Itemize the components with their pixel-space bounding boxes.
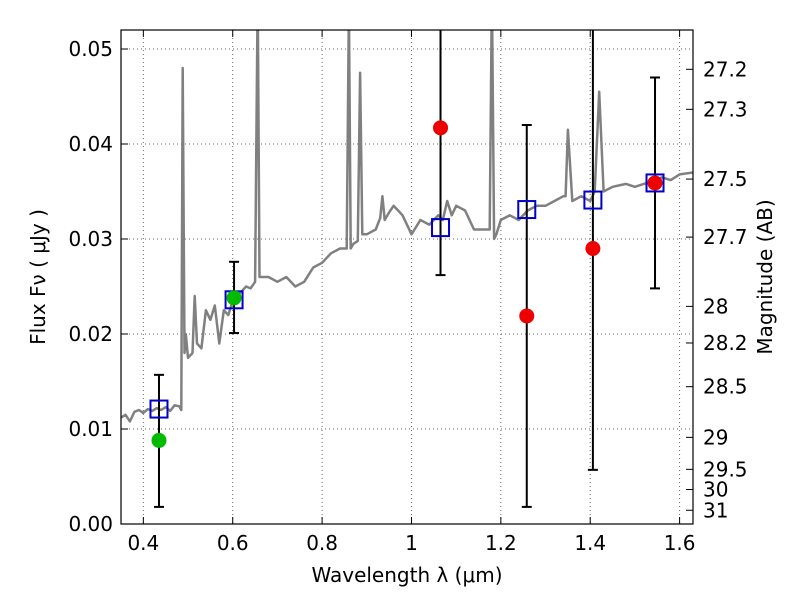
y-tick-label: 0.03 xyxy=(68,227,113,251)
y-tick-label: 0.05 xyxy=(68,37,113,61)
y-tick-label: 0.00 xyxy=(68,512,113,536)
flux-point xyxy=(519,308,535,324)
flux-point xyxy=(151,432,167,448)
mag-tick-label: 30 xyxy=(703,478,728,502)
mag-tick-label: 29 xyxy=(703,425,728,449)
model-photometry-square xyxy=(431,218,451,238)
model-spectrum xyxy=(121,30,693,423)
mag-tick-label: 27.7 xyxy=(703,225,748,249)
model-photometry-square xyxy=(645,173,665,193)
mag-tick-label: 31 xyxy=(703,498,728,522)
plot-background xyxy=(121,30,693,524)
x-tick-label: 0.6 xyxy=(217,531,249,555)
flux-point xyxy=(433,120,449,136)
flux-point xyxy=(226,290,242,306)
x-tick-label: 1 xyxy=(405,531,418,555)
mag-tick-label: 28.2 xyxy=(703,331,748,355)
x-tick-label: 0.8 xyxy=(306,531,338,555)
photometry-markers xyxy=(149,120,665,448)
axis-ticks: 0.4 0.6 0.8 1 1.2 1.4 1.6 0.00 0.01 0.02 0.03 0.04 0… xyxy=(68,30,748,555)
x-tick-label: 1.2 xyxy=(485,531,517,555)
y-tick-label: 0.01 xyxy=(68,417,113,441)
model-photometry-square xyxy=(517,200,537,220)
flux-point xyxy=(647,175,663,191)
mag-tick-label: 29.5 xyxy=(703,457,748,481)
mag-tick-label: 27.2 xyxy=(703,57,748,81)
y-tick-label: 0.02 xyxy=(68,322,113,346)
mag-tick-label: 27.5 xyxy=(703,167,748,191)
mag-tick-label: 28 xyxy=(703,294,728,318)
x-tick-label: 0.4 xyxy=(127,531,159,555)
x-tick-label: 1.4 xyxy=(574,531,606,555)
y-axis-label: Flux Fν ( μJy ) xyxy=(26,209,50,345)
x-tick-label: 1.6 xyxy=(664,531,696,555)
y2-axis-label: Magnitude (AB) xyxy=(753,199,777,354)
plot-frame xyxy=(120,29,694,525)
mag-tick-label: 27.3 xyxy=(703,97,748,121)
x-axis-label: Wavelength λ (μm) xyxy=(311,563,502,587)
y-tick-label: 0.04 xyxy=(68,132,113,156)
model-photometry-square xyxy=(583,190,603,210)
model-photometry-square xyxy=(149,399,169,419)
mag-tick-label: 28.5 xyxy=(703,375,748,399)
model-spectrum-line xyxy=(121,30,693,423)
flux-point xyxy=(585,241,601,256)
